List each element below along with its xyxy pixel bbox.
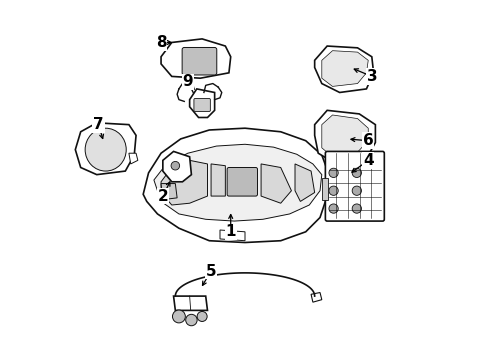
Text: 4: 4 [363, 153, 373, 168]
Circle shape [329, 168, 338, 177]
FancyBboxPatch shape [227, 167, 258, 196]
Circle shape [197, 311, 207, 321]
Polygon shape [322, 115, 368, 157]
Circle shape [352, 186, 362, 195]
Polygon shape [315, 46, 373, 93]
Polygon shape [143, 128, 329, 243]
Bar [322, 178, 328, 200]
Polygon shape [190, 89, 215, 117]
Polygon shape [315, 111, 375, 164]
Text: 9: 9 [183, 74, 193, 89]
Circle shape [352, 204, 362, 213]
Circle shape [186, 314, 197, 326]
Circle shape [329, 186, 338, 195]
Polygon shape [161, 184, 177, 200]
Text: 8: 8 [156, 35, 167, 50]
Polygon shape [322, 51, 368, 86]
Circle shape [172, 310, 185, 323]
Polygon shape [220, 230, 245, 241]
Polygon shape [161, 39, 231, 78]
Polygon shape [173, 296, 207, 310]
Polygon shape [163, 152, 192, 182]
Polygon shape [154, 144, 322, 221]
FancyBboxPatch shape [325, 152, 384, 221]
Polygon shape [129, 153, 138, 164]
Text: 5: 5 [206, 264, 217, 279]
Text: 6: 6 [363, 133, 373, 148]
Polygon shape [311, 293, 322, 302]
Polygon shape [161, 160, 207, 205]
FancyBboxPatch shape [182, 48, 217, 75]
Circle shape [171, 161, 180, 170]
Text: 1: 1 [225, 224, 236, 239]
Circle shape [329, 204, 338, 213]
Polygon shape [75, 123, 136, 175]
Text: 2: 2 [157, 189, 168, 203]
Polygon shape [261, 164, 292, 203]
FancyBboxPatch shape [194, 99, 210, 111]
Ellipse shape [85, 128, 126, 171]
Text: 7: 7 [93, 117, 104, 132]
Polygon shape [211, 164, 225, 196]
Text: 3: 3 [367, 69, 377, 84]
Polygon shape [295, 164, 315, 202]
Circle shape [352, 168, 362, 177]
